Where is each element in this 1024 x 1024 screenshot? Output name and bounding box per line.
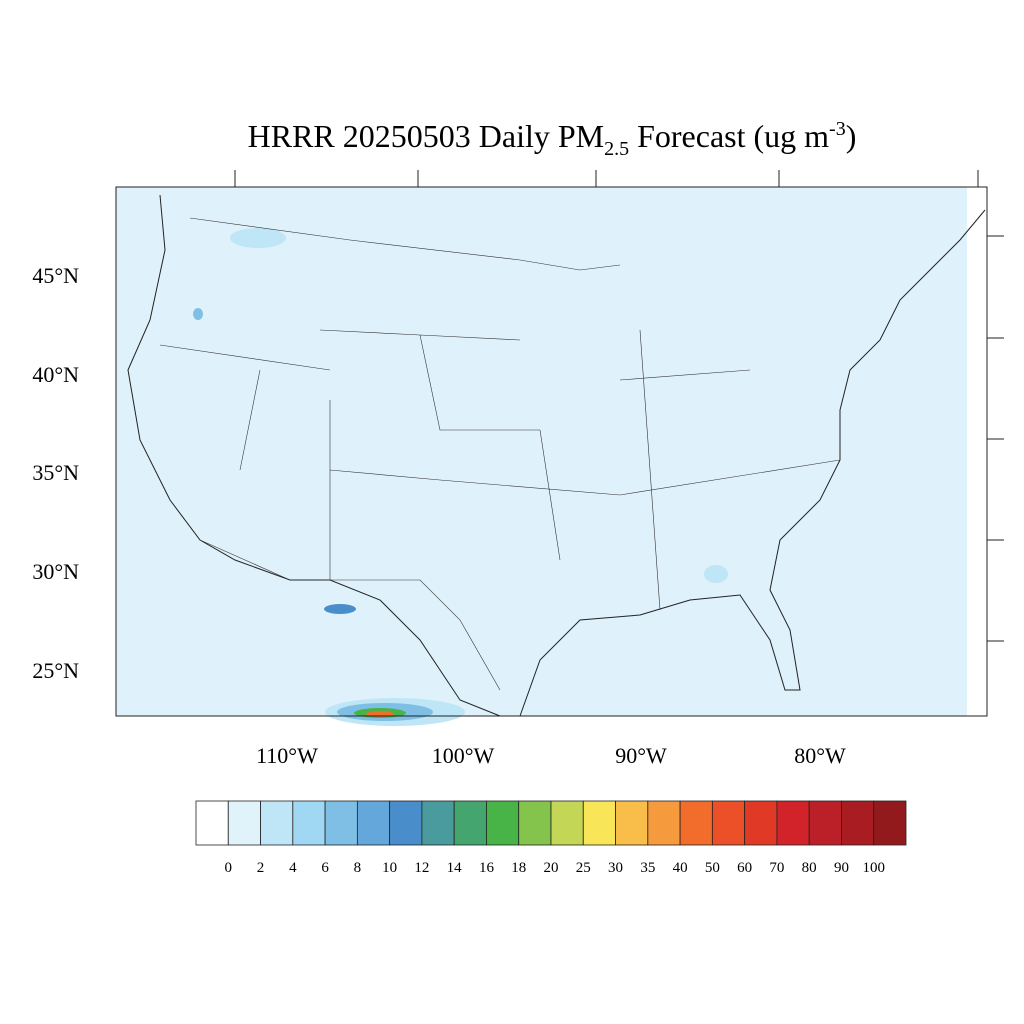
axis-labels: 45°N 40°N 35°N 30°N 25°N 110°W 100°W 90°W 80°W bbox=[32, 263, 846, 768]
colorbar-label: 18 bbox=[511, 860, 526, 876]
plume bbox=[324, 604, 356, 614]
colorbar-swatch bbox=[808, 800, 842, 846]
colorbar-swatch bbox=[292, 800, 326, 846]
title: HRRR 20250503 Daily PM2.5 Forecast (ug m… bbox=[248, 118, 857, 160]
colorbar-swatch bbox=[260, 800, 294, 846]
map-frame bbox=[115, 186, 988, 717]
lat-label: 25°N bbox=[32, 658, 79, 683]
lat-label: 40°N bbox=[32, 362, 79, 387]
colorbar-label: 20 bbox=[544, 860, 559, 876]
colorbar-swatch bbox=[389, 800, 423, 846]
plume bbox=[704, 565, 728, 583]
title-text: Forecast (ug m bbox=[629, 118, 829, 154]
colorbar-label: 70 bbox=[769, 860, 784, 876]
title-text: ) bbox=[846, 118, 857, 154]
colorbar-swatch bbox=[647, 800, 681, 846]
title-subscript: 2.5 bbox=[604, 138, 629, 160]
colorbar-swatch bbox=[615, 800, 649, 846]
lon-label: 80°W bbox=[794, 743, 846, 768]
colorbar-label: 90 bbox=[834, 860, 849, 876]
colorbar-label: 100 bbox=[862, 860, 885, 876]
colorbar-swatch bbox=[873, 800, 907, 846]
frame-ticks bbox=[234, 170, 1004, 642]
state-border bbox=[159, 329, 841, 611]
colorbar-label: 40 bbox=[673, 860, 688, 876]
colorbar-swatch bbox=[356, 800, 391, 846]
lon-label: 100°W bbox=[432, 743, 495, 768]
colorbar-swatch bbox=[421, 800, 455, 846]
colorbar-label: 25 bbox=[576, 860, 591, 876]
lat-label: 30°N bbox=[32, 559, 79, 584]
colorbar-label: 0 bbox=[225, 860, 233, 876]
colorbar-label: 14 bbox=[447, 860, 463, 876]
colorbar-label: 80 bbox=[802, 860, 817, 876]
colorbar: 0 2 4 6 8 10 12 14 16 18 20 25 30 35 40 50 60 70 80 90 100 bbox=[195, 800, 907, 876]
colorbar-swatch bbox=[776, 800, 810, 846]
colorbar-label: 2 bbox=[257, 860, 265, 876]
colorbar-swatch bbox=[744, 800, 778, 846]
colorbar-label: 10 bbox=[382, 860, 397, 876]
colorbar-label: 8 bbox=[354, 860, 362, 876]
colorbar-swatch bbox=[518, 800, 552, 846]
colorbar-swatch bbox=[453, 800, 487, 846]
coastline bbox=[127, 194, 986, 717]
colorbar-swatch bbox=[486, 800, 520, 846]
colorbar-swatch bbox=[227, 800, 261, 846]
colorbar-swatch bbox=[841, 800, 875, 846]
colorbar-label: 35 bbox=[640, 860, 655, 876]
colorbar-label: 4 bbox=[289, 860, 297, 876]
field-background bbox=[116, 187, 967, 716]
colorbar-swatch bbox=[711, 800, 746, 846]
title-text: HRRR 20250503 Daily PM bbox=[248, 118, 604, 154]
lon-label: 90°W bbox=[615, 743, 667, 768]
title-superscript: -3 bbox=[829, 118, 846, 140]
country-border bbox=[189, 217, 621, 691]
lat-label: 45°N bbox=[32, 263, 79, 288]
colorbar-swatch bbox=[195, 800, 229, 846]
lat-label: 35°N bbox=[32, 460, 79, 485]
map-panel bbox=[115, 186, 988, 726]
colorbar-label: 30 bbox=[608, 860, 623, 876]
colorbar-label: 50 bbox=[705, 860, 720, 876]
colorbar-label: 6 bbox=[321, 860, 329, 876]
colorbar-swatch bbox=[324, 800, 358, 846]
lon-label: 110°W bbox=[256, 743, 318, 768]
colorbar-label: 60 bbox=[737, 860, 752, 876]
plume bbox=[193, 308, 203, 320]
colorbar-label: 12 bbox=[414, 860, 429, 876]
plume bbox=[230, 228, 286, 248]
colorbar-swatch bbox=[582, 800, 616, 846]
colorbar-swatch bbox=[550, 800, 584, 846]
colorbar-swatch bbox=[679, 800, 713, 846]
colorbar-label: 16 bbox=[479, 860, 495, 876]
